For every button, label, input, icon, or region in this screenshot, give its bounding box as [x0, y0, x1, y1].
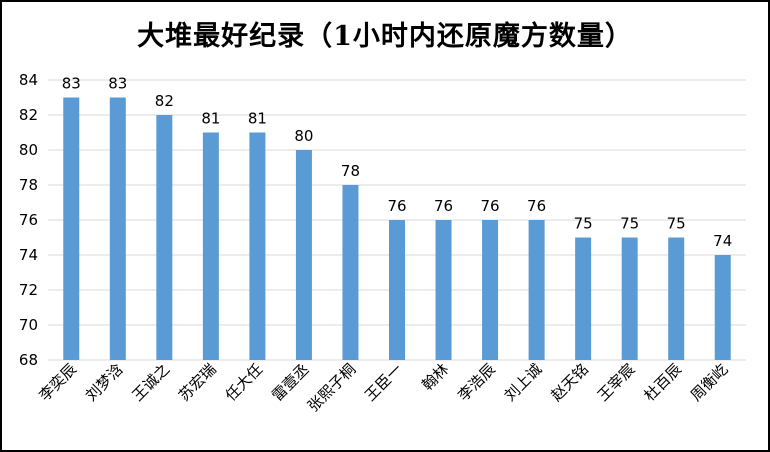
bar	[202, 132, 219, 360]
bar	[249, 132, 266, 360]
data-label: 83	[62, 75, 81, 93]
x-tick-label: 王诚之	[129, 360, 174, 405]
data-label: 82	[155, 92, 174, 110]
x-tick-label: 任大任	[222, 360, 267, 405]
data-label: 81	[201, 110, 220, 128]
x-tick-label: 杜百辰	[640, 360, 685, 405]
data-label: 74	[713, 232, 732, 250]
y-tick-label: 68	[19, 351, 38, 369]
data-label: 78	[341, 162, 360, 180]
data-label: 80	[294, 127, 313, 145]
y-tick-label: 78	[19, 176, 38, 194]
bar	[575, 237, 592, 360]
data-label: 75	[574, 215, 593, 233]
data-label: 81	[248, 110, 267, 128]
bar	[109, 97, 126, 360]
bar	[435, 220, 452, 360]
x-tick-label: 雷壹丞	[268, 360, 313, 405]
x-tick-label: 张熙子桐	[304, 360, 359, 415]
x-tick-label: 王宰宸	[594, 360, 639, 405]
x-tick-label: 王臣一	[361, 360, 406, 405]
data-label: 75	[667, 215, 686, 233]
x-tick-label: 周衡屹	[687, 360, 732, 405]
chart-title: 大堆最好纪录（1小时内还原魔方数量）	[137, 21, 633, 52]
x-tick-label: 赵天铭	[547, 360, 592, 405]
bar	[621, 237, 638, 360]
x-tick-label: 刘上诚	[501, 360, 546, 405]
x-tick-label: 李奕辰	[36, 360, 81, 405]
bar	[714, 255, 731, 360]
bar	[668, 237, 685, 360]
data-label: 76	[481, 197, 500, 215]
bar	[482, 220, 499, 360]
data-label: 76	[387, 197, 406, 215]
y-tick-label: 82	[19, 106, 38, 124]
y-tick-label: 72	[19, 281, 38, 299]
bar	[295, 150, 312, 360]
x-tick-label: 苏宏瑞	[175, 360, 220, 405]
y-tick-label: 84	[19, 71, 38, 89]
bar	[156, 115, 173, 360]
bar	[528, 220, 545, 360]
data-label: 76	[527, 197, 546, 215]
bar	[389, 220, 405, 360]
data-label: 83	[108, 75, 127, 93]
data-label: 75	[620, 215, 639, 233]
data-label: 76	[434, 197, 453, 215]
y-tick-label: 80	[19, 141, 38, 159]
y-tick-label: 70	[19, 316, 38, 334]
bar	[342, 185, 359, 360]
x-tick-label: 刘梦浛	[82, 360, 127, 405]
bar	[63, 97, 80, 360]
y-tick-label: 76	[19, 211, 38, 229]
x-tick-label: 李浩辰	[454, 360, 499, 405]
x-tick-label: 翰林	[418, 360, 452, 394]
y-tick-label: 74	[19, 246, 38, 264]
